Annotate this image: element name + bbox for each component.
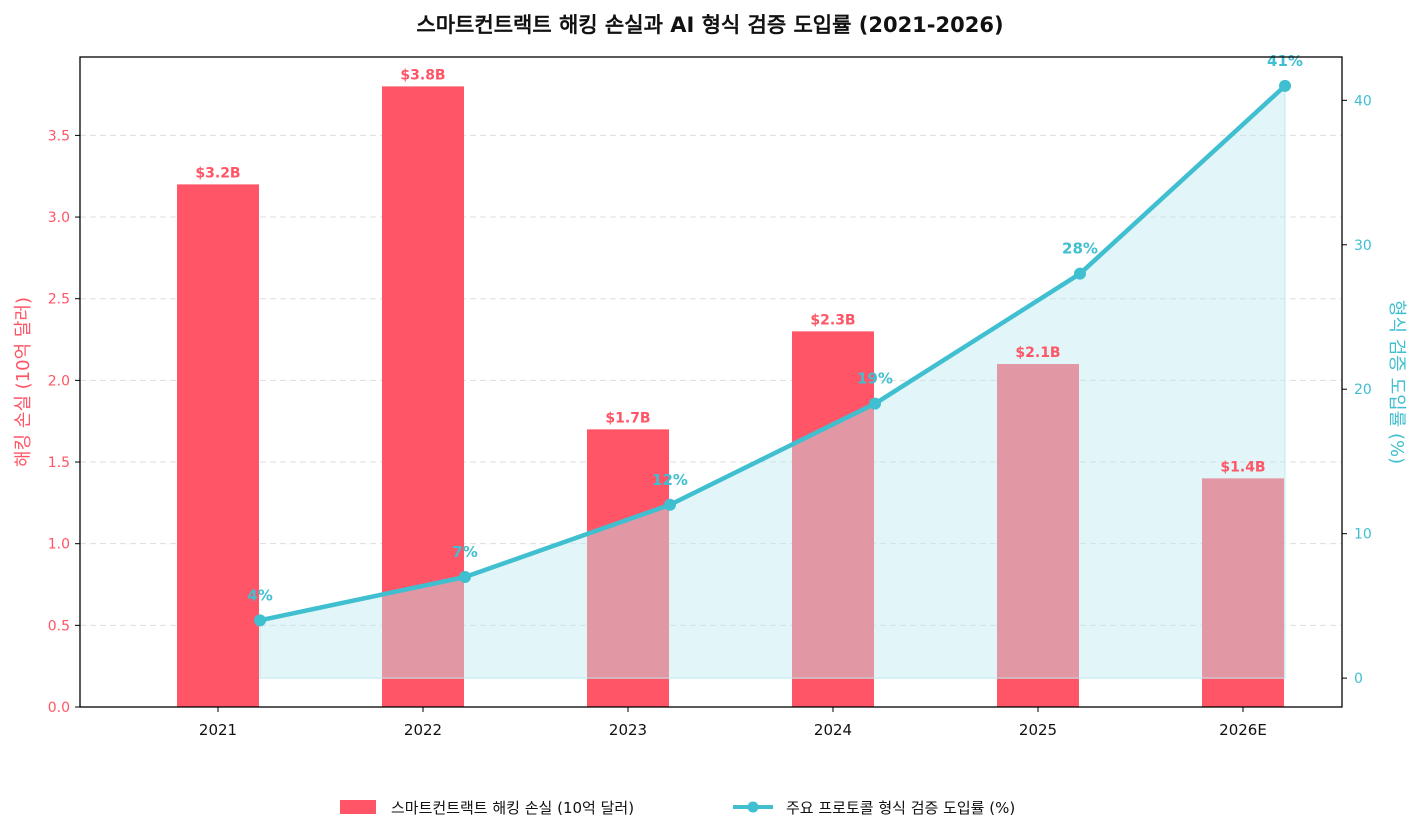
right-tick-label: 0 (1354, 671, 1363, 687)
left-tick-label: 0.5 (48, 618, 70, 634)
left-tick-label: 1.0 (48, 537, 70, 553)
line-label-2025: 28% (1062, 240, 1098, 258)
x-tick-label: 2021 (199, 721, 237, 739)
bar-label-2026E: $1.4B (1220, 459, 1265, 475)
line-marker-2024 (869, 397, 881, 410)
right-tick-label: 30 (1354, 238, 1372, 254)
bar-data-labels: $3.2B $3.8B $1.7B $2.3B $2.1B $1.4B (195, 67, 1265, 475)
line-marker-2022 (459, 571, 471, 583)
right-tick-label: 20 (1354, 382, 1372, 398)
line-marker-2021 (254, 614, 266, 627)
bar-label-2023: $1.7B (605, 410, 650, 426)
chart-title: 스마트컨트랙트 해킹 손실과 AI 형식 검증 도입률 (2021-2026) (416, 13, 1003, 37)
x-axis-ticks: 2021 2022 2023 2024 2025 2026E (199, 707, 1267, 739)
line-label-2022: 7% (452, 543, 477, 561)
x-tick-label: 2025 (1019, 721, 1057, 739)
x-tick-label: 2023 (609, 721, 647, 739)
bar-2026E (1202, 478, 1284, 707)
left-tick-label: 2.0 (48, 373, 70, 389)
plot-frame (79, 56, 1343, 708)
left-tick-label: 3.0 (48, 210, 70, 226)
left-tick-label: 2.5 (48, 292, 70, 308)
grid-lines (80, 134, 1342, 626)
line-label-2026E: 41% (1267, 52, 1303, 70)
left-axis-label: 해킹 손실 (10억 달러) (13, 297, 34, 467)
line-marker-2025 (1074, 267, 1086, 280)
x-tick-label: 2022 (404, 721, 442, 739)
bar-series (177, 86, 1284, 708)
bar-2021 (177, 184, 259, 707)
x-tick-label: 2024 (814, 721, 852, 739)
line-series (254, 79, 1291, 627)
bar-2023 (587, 429, 669, 707)
line-label-2021: 4% (247, 586, 272, 604)
line-label-2024: 19% (857, 370, 893, 388)
left-tick-label: 0.0 (48, 700, 70, 716)
right-axis-ticks: 0 10 20 30 40 (1342, 93, 1372, 687)
bar-label-2021: $3.2B (195, 165, 240, 181)
line-label-2023: 12% (652, 471, 688, 489)
right-tick-label: 10 (1354, 527, 1372, 543)
legend-line-marker (747, 801, 759, 813)
bar-label-2024: $2.3B (810, 312, 855, 328)
legend-bar-swatch (340, 800, 376, 814)
right-tick-label: 40 (1354, 93, 1372, 109)
left-tick-label: 1.5 (48, 455, 70, 471)
legend-bar-label: 스마트컨트랙트 해킹 손실 (10억 달러) (391, 799, 634, 817)
line-marker-2026E (1279, 79, 1291, 92)
right-axis-label: 형식 검증 도입률 (%) (1386, 300, 1407, 464)
left-tick-label: 3.5 (48, 128, 70, 144)
bar-label-2025: $2.1B (1015, 345, 1060, 361)
bar-2024 (792, 331, 874, 707)
line-marker-2023 (664, 498, 676, 511)
bar-2022 (382, 86, 464, 708)
legend: 스마트컨트랙트 해킹 손실 (10억 달러) 주요 프로토콜 형식 검증 도입률… (340, 799, 1015, 817)
bar-2025 (997, 364, 1079, 707)
line-path (259, 84, 1287, 623)
left-axis-ticks: 0.0 0.5 1.0 1.5 2.0 2.5 3.0 3.5 (48, 128, 80, 716)
x-tick-label: 2026E (1219, 721, 1267, 739)
bar-label-2022: $3.8B (400, 67, 445, 83)
legend-line-label: 주요 프로토콜 형식 검증 도입률 (%) (786, 799, 1015, 817)
